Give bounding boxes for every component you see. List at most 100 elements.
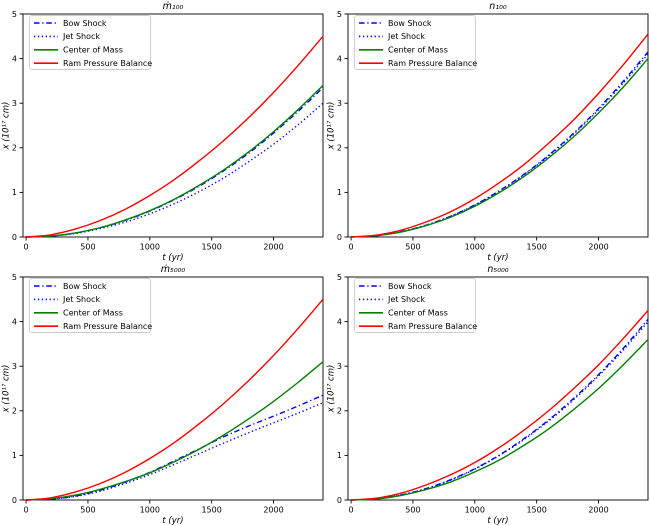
y-tick-label: 2: [337, 144, 342, 153]
curve-ram-pressure-balance: [351, 309, 649, 501]
plot-n100: 0 500 1000 1500 2000 0 1 2 3 4 5 n₁₀₀ t (yr) x (10¹⁷ …: [327, 1, 649, 263]
x-tick-label: 2000: [588, 506, 608, 515]
y-axis-ticks: 0 1 2 3 4 5: [337, 10, 348, 242]
y-axis-ticks: 0 1 2 3 4 5: [12, 10, 23, 242]
x-tick-label: 2000: [263, 243, 283, 252]
x-axis-label: t (yr): [487, 253, 508, 263]
legend-label-bow-shock: Bow Shock: [388, 282, 432, 291]
curves: [26, 298, 324, 501]
curve-bow-shock: [26, 394, 324, 501]
curve-jet-shock: [351, 53, 649, 238]
y-axis-ticks: 0 1 2 3 4 5: [12, 273, 23, 505]
curve-center-of-mass: [26, 84, 324, 238]
curve-bow-shock: [26, 87, 324, 238]
curve-jet-shock: [351, 321, 649, 501]
y-tick-label: 0: [12, 496, 17, 505]
x-tick-label: 1000: [465, 506, 485, 515]
curve-center-of-mass: [351, 58, 649, 238]
legend-label-ram-pressure-balance: Ram Pressure Balance: [63, 322, 152, 331]
x-tick-label: 0: [349, 243, 354, 252]
x-axis-ticks: 0 500 1000 1500 2000: [349, 237, 609, 252]
y-tick-label: 5: [12, 273, 17, 282]
x-tick-label: 500: [80, 506, 95, 515]
legend-box: [354, 278, 476, 333]
legend-label-center-of-mass: Center of Mass: [388, 309, 448, 318]
curve-ram-pressure-balance: [26, 298, 324, 501]
panel-n5000: 0 500 1000 1500 2000 0 1 2 3 4 5 n₅₀₀₀ t (yr) x (10¹⁷…: [325, 263, 650, 526]
curves: [26, 35, 324, 238]
legend-label-ram-pressure-balance: Ram Pressure Balance: [63, 59, 152, 68]
axes-frame: [347, 13, 649, 238]
legend-label-jet-shock: Jet Shock: [62, 295, 100, 304]
legend-label-ram-pressure-balance: Ram Pressure Balance: [388, 59, 477, 68]
x-tick-label: 500: [405, 506, 420, 515]
curve-jet-shock: [26, 102, 324, 238]
legend-label-bow-shock: Bow Shock: [63, 19, 107, 28]
y-tick-label: 1: [12, 451, 17, 460]
y-tick-label: 0: [337, 233, 342, 242]
legend-label-center-of-mass: Center of Mass: [63, 46, 123, 55]
y-tick-label: 2: [337, 407, 342, 416]
plot-n5000: 0 500 1000 1500 2000 0 1 2 3 4 5 n₅₀₀₀ t (yr) x (10¹⁷…: [327, 264, 649, 526]
legend-box: [29, 15, 151, 70]
x-tick-label: 1000: [140, 506, 160, 515]
plot-title-n5000: n₅₀₀₀: [487, 264, 508, 275]
legend-label-bow-shock: Bow Shock: [388, 19, 432, 28]
x-tick-label: 2000: [263, 506, 283, 515]
curve-ram-pressure-balance: [26, 35, 324, 238]
legend-label-ram-pressure-balance: Ram Pressure Balance: [388, 322, 477, 331]
x-tick-label: 1500: [201, 243, 221, 252]
x-axis-label: t (yr): [162, 516, 183, 526]
x-axis-ticks: 0 500 1000 1500 2000: [24, 500, 284, 515]
y-tick-label: 5: [337, 10, 342, 19]
y-tick-label: 3: [337, 99, 342, 108]
legend: Bow Shock Jet Shock Center of Mass Ram Pres…: [29, 15, 152, 70]
y-tick-label: 1: [337, 188, 342, 197]
x-tick-label: 500: [80, 243, 95, 252]
curve-center-of-mass: [26, 361, 324, 501]
y-tick-label: 4: [12, 317, 17, 326]
x-tick-label: 1500: [201, 506, 221, 515]
x-tick-label: 0: [349, 506, 354, 515]
y-axis-label: x (10¹⁷ cm): [2, 365, 12, 414]
legend-label-center-of-mass: Center of Mass: [388, 46, 448, 55]
legend-label-center-of-mass: Center of Mass: [63, 309, 123, 318]
x-axis-ticks: 0 500 1000 1500 2000: [24, 237, 284, 252]
legend-label-jet-shock: Jet Shock: [62, 32, 100, 41]
plot-mdot5000: 0 500 1000 1500 2000 0 1 2 3 4 5 ṁ₅₀₀₀ t (yr) x (10¹⁷…: [2, 264, 324, 526]
curve-bow-shock: [351, 318, 649, 501]
y-axis-label: x (10¹⁷ cm): [327, 365, 337, 414]
plot-title-n100: n₁₀₀: [489, 1, 507, 12]
legend: Bow Shock Jet Shock Center of Mass Ram Pres…: [354, 278, 477, 333]
curves: [351, 33, 649, 238]
curve-jet-shock: [26, 402, 324, 501]
curve-bow-shock: [351, 51, 649, 238]
plot-mdot100: 0 500 1000 1500 2000 0 1 2 3 4 5 ṁ₁₀₀ t (yr) x (10¹⁷ …: [2, 1, 324, 263]
plot-title-mdot100: ṁ₁₀₀: [163, 1, 184, 12]
y-tick-label: 1: [12, 188, 17, 197]
curve-center-of-mass: [351, 338, 649, 501]
legend-label-jet-shock: Jet Shock: [387, 32, 425, 41]
panel-mdot100: 0 500 1000 1500 2000 0 1 2 3 4 5 ṁ₁₀₀ t (yr) x (10¹⁷ …: [0, 0, 325, 263]
y-tick-label: 0: [12, 233, 17, 242]
x-tick-label: 1500: [526, 243, 546, 252]
legend-box: [354, 15, 476, 70]
y-tick-label: 4: [12, 54, 17, 63]
legend-label-bow-shock: Bow Shock: [63, 282, 107, 291]
x-axis-label: t (yr): [162, 253, 183, 263]
panel-mdot5000: 0 500 1000 1500 2000 0 1 2 3 4 5 ṁ₅₀₀₀ t (yr) x (10¹⁷…: [0, 263, 325, 526]
x-tick-label: 0: [24, 243, 29, 252]
legend: Bow Shock Jet Shock Center of Mass Ram Pres…: [354, 15, 477, 70]
x-axis-label: t (yr): [487, 516, 508, 526]
axes-frame: [347, 276, 649, 501]
y-axis-ticks: 0 1 2 3 4 5: [337, 273, 348, 505]
x-tick-label: 1500: [526, 506, 546, 515]
axes-frame: [22, 276, 324, 501]
y-tick-label: 1: [337, 451, 342, 460]
legend: Bow Shock Jet Shock Center of Mass Ram Pres…: [29, 278, 152, 333]
y-tick-label: 2: [12, 407, 17, 416]
y-tick-label: 5: [12, 10, 17, 19]
legend-box: [29, 278, 151, 333]
y-tick-label: 4: [337, 54, 342, 63]
